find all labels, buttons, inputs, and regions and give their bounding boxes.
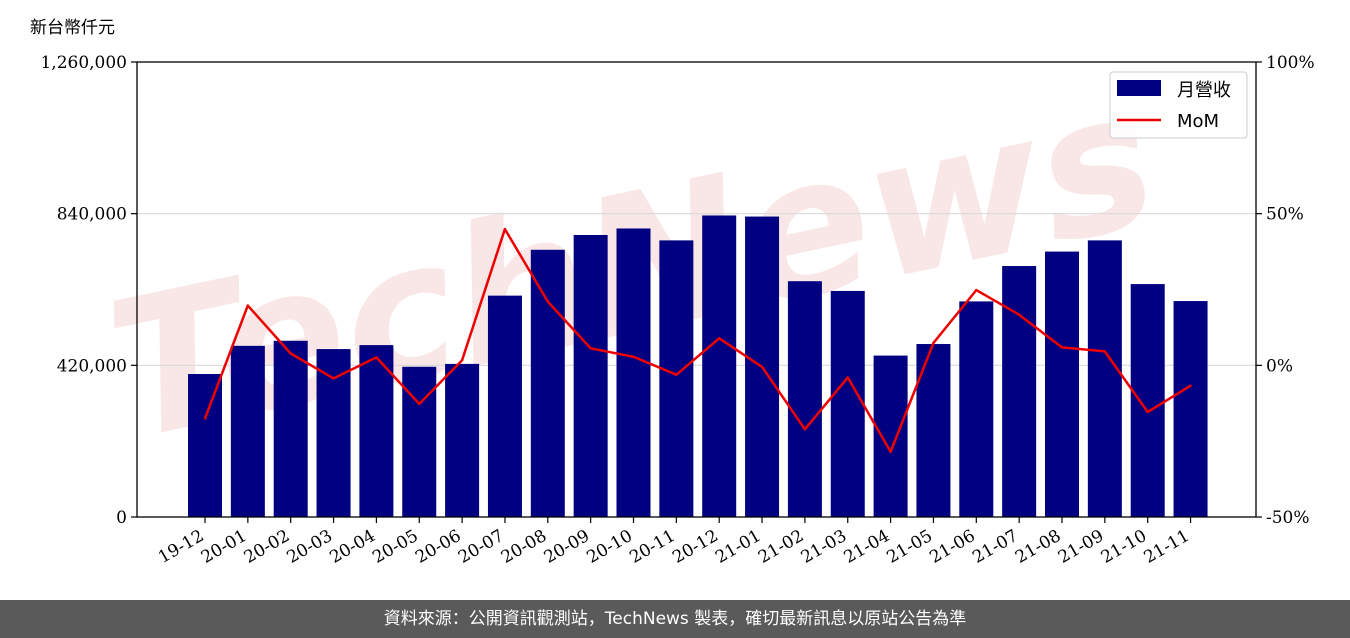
x-tick-label-21-01: 21-01 (712, 526, 764, 568)
x-tick-label-20-09: 20-09 (541, 526, 593, 568)
line-series (203, 227, 1192, 454)
bar-20-10 (616, 228, 651, 517)
x-tick-label-21-05: 21-05 (884, 526, 936, 568)
bar-21-07 (1002, 266, 1037, 517)
mom-point-21-11 (1189, 384, 1192, 387)
x-tick-label-20-03: 20-03 (284, 526, 336, 568)
x-tick-label-21-09: 21-09 (1055, 526, 1107, 568)
x-tick-label-20-05: 20-05 (369, 526, 421, 568)
mom-point-20-04 (375, 356, 378, 359)
mom-line (203, 227, 1192, 454)
bar-20-01 (230, 345, 265, 517)
x-tick-label-21-02: 21-02 (755, 526, 807, 568)
bar-21-11 (1173, 301, 1208, 517)
mom-point-21-05 (932, 341, 935, 345)
legend: 月營收 MoM (1109, 71, 1248, 139)
x-tick-label-21-08: 21-08 (1012, 526, 1064, 568)
plot-frame (136, 61, 1257, 518)
bar-21-04 (873, 355, 908, 517)
y-left-tick-label-1: 420,000 (57, 356, 127, 376)
x-tick-label-21-06: 21-06 (926, 526, 978, 568)
mom-point-20-10 (632, 355, 635, 359)
mom-point-20-12 (718, 337, 721, 340)
y-axis-unit-label: 新台幣仟元 (30, 18, 115, 38)
mom-point-21-03 (846, 376, 849, 379)
y-axis-right: -50% 0% 50% 100% (1256, 53, 1315, 528)
y-left-tick-label-2: 840,000 (57, 205, 127, 225)
x-tick-label-20-07: 20-07 (455, 526, 507, 568)
mom-point-21-02 (803, 428, 807, 431)
mom-point-21-01 (760, 365, 764, 369)
mom-point-21-08 (1060, 346, 1064, 349)
mom-point-21-09 (1103, 350, 1107, 353)
legend-label-mom: MoM (1177, 111, 1219, 132)
bar-20-12 (702, 215, 737, 517)
bar-21-09 (1087, 240, 1122, 517)
x-tick-label-20-11: 20-11 (626, 526, 678, 568)
bar-20-09 (573, 234, 608, 517)
bar-series (188, 215, 1208, 518)
x-tick-label-20-01: 20-01 (198, 526, 250, 568)
bar-21-03 (830, 290, 865, 517)
x-tick-label-20-10: 20-10 (584, 526, 636, 568)
x-tick-label-21-10: 21-10 (1098, 526, 1150, 568)
mom-point-20-09 (589, 347, 592, 350)
legend-label-revenue: 月營收 (1177, 80, 1231, 101)
bar-20-04 (359, 345, 394, 517)
x-tick-label-21-03: 21-03 (798, 526, 850, 568)
bar-21-06 (959, 301, 994, 517)
revenue-chart: TechNews 新台幣仟元 0420,000840,0001,260,000 … (30, 18, 1315, 568)
mom-point-20-08 (546, 300, 549, 303)
bar-20-08 (530, 249, 565, 517)
bar-20-07 (487, 295, 522, 517)
mom-point-20-05 (418, 402, 421, 406)
x-tick-label-20-04: 20-04 (326, 526, 378, 568)
bar-21-10 (1130, 284, 1165, 517)
x-tick-label-20-08: 20-08 (498, 526, 550, 568)
bar-21-02 (787, 281, 822, 517)
x-axis: 19-1220-0120-0220-0320-0420-0520-0620-07… (155, 517, 1193, 568)
mom-point-21-07 (1017, 313, 1021, 316)
mom-point-20-11 (675, 373, 678, 376)
mom-point-21-06 (975, 288, 978, 292)
x-tick-label-21-07: 21-07 (969, 526, 1021, 568)
x-tick-label-21-11: 21-11 (1141, 526, 1193, 568)
bar-20-06 (445, 363, 480, 517)
mom-point-20-06 (460, 358, 464, 362)
y-right-tick-label-2: 50% (1266, 205, 1304, 225)
source-footer: 資料來源：公開資訊觀測站，TechNews 製表，確切最新訊息以原站公告為準 (0, 600, 1350, 638)
x-tick-label-20-06: 20-06 (412, 526, 464, 568)
bar-20-11 (659, 240, 694, 517)
mom-point-20-02 (289, 352, 292, 355)
bar-20-03 (316, 349, 351, 517)
mom-point-21-04 (889, 450, 892, 453)
bar-21-08 (1045, 251, 1079, 518)
y-right-tick-label-0: -50% (1266, 508, 1310, 528)
y-left-tick-label-3: 1,260,000 (40, 53, 127, 73)
x-tick-label-19-12: 19-12 (155, 526, 207, 568)
mom-point-20-01 (246, 304, 250, 307)
x-tick-label-21-04: 21-04 (841, 526, 893, 568)
mom-point-20-03 (332, 377, 335, 380)
x-tick-label-20-12: 20-12 (669, 526, 721, 568)
mom-point-21-10 (1146, 410, 1149, 414)
y-right-tick-label-1: 0% (1266, 356, 1293, 376)
legend-swatch-bar (1117, 80, 1161, 96)
mom-point-19-12 (203, 417, 207, 420)
x-tick-label-20-02: 20-02 (241, 526, 293, 568)
bar-19-12 (188, 374, 222, 517)
bar-20-02 (273, 340, 308, 517)
y-right-tick-label-3: 100% (1266, 53, 1315, 73)
mom-point-20-07 (503, 227, 507, 231)
y-axis-left: 0 420,000 840,000 1,260,000 (40, 53, 137, 528)
y-left-tick-label-0: 0 (116, 508, 127, 528)
